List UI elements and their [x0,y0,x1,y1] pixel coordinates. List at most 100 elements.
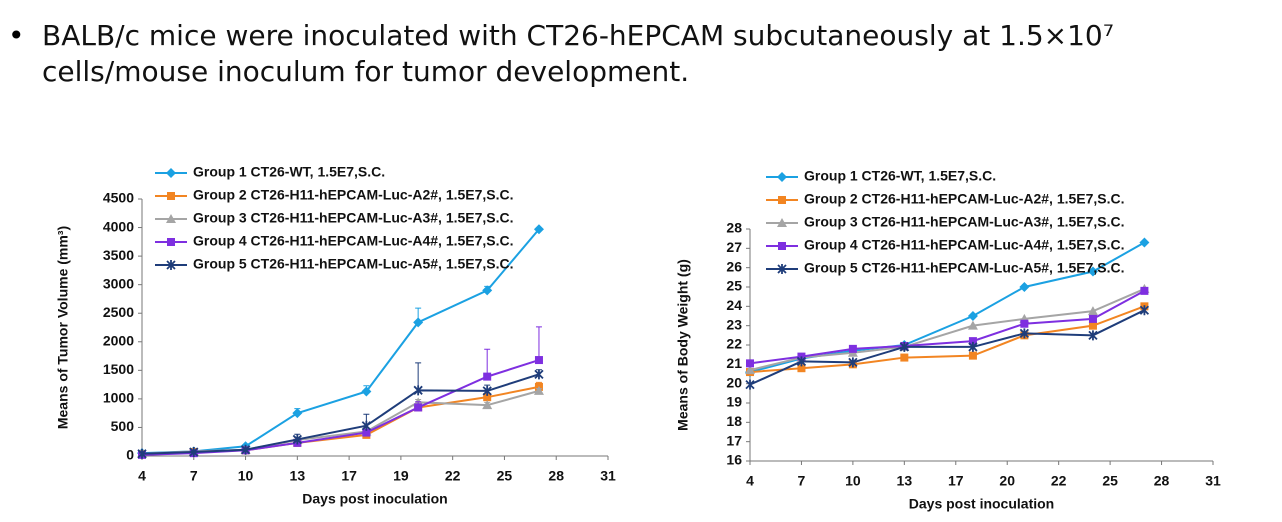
data-point [848,357,858,368]
data-point [1088,321,1097,330]
x-tick-label: 25 [1102,473,1118,489]
y-tick-label: 23 [726,316,742,332]
series-line [749,288,1145,372]
error-bar [484,348,491,377]
y-tick-label: 17 [726,432,742,448]
data-point [967,320,978,330]
y-tick-label: 500 [111,418,135,434]
x-tick-label: 17 [948,473,964,489]
data-point [533,385,544,395]
data-point [1019,328,1030,339]
data-point [482,400,493,410]
data-point [414,403,423,412]
legend-label: Group 1 CT26-WT, 1.5E7,S.C. [193,164,385,180]
data-point [745,379,755,390]
data-point [189,447,199,458]
x-tick-label: 4 [138,468,146,484]
data-point [361,386,372,397]
y-tick-label: 3000 [103,275,134,291]
series-line [749,309,1145,386]
data-point [292,434,302,445]
x-axis-label: Days post inoculation [302,491,447,507]
y-tick-label: 20 [726,374,742,390]
data-point [483,372,492,381]
data-point [746,359,754,368]
y-tick-label: 16 [726,452,742,468]
x-tick-label: 4 [746,473,754,489]
legend-marker [777,172,787,182]
legend-marker [167,192,175,200]
data-point [1019,282,1030,292]
data-point [796,356,807,367]
x-tick-label: 31 [1205,473,1221,489]
data-point [413,385,423,396]
x-tick-label: 13 [290,468,306,484]
legend-label: Group 4 CT26-H11-hEPCAM-Luc-A4#, 1.5E7,S… [804,237,1125,253]
data-point [483,393,492,402]
data-point [1088,330,1098,341]
legend-label: Group 1 CT26-WT, 1.5E7,S.C. [804,168,996,184]
legend-label: Group 4 CT26-H11-hEPCAM-Luc-A4#, 1.5E7,S… [193,233,514,249]
data-point [482,385,492,396]
legend-marker [777,264,787,274]
legend-marker [778,196,786,204]
data-point [361,420,372,431]
data-point [1139,237,1150,248]
data-point [968,341,978,352]
x-tick-label: 19 [393,468,409,484]
y-tick-label: 27 [726,239,742,255]
x-tick-label: 10 [845,473,861,489]
y-tick-label: 1000 [103,390,134,406]
legend-marker [166,168,176,178]
x-tick-label: 7 [190,468,198,484]
x-tick-label: 28 [548,468,564,484]
x-tick-label: 13 [897,473,913,489]
y-tick-label: 3500 [103,247,134,263]
data-point [797,364,806,373]
y-axis-label: Means of Tumor Volume (mm³) [55,226,71,429]
y-tick-label: 25 [726,278,742,294]
data-point [137,448,147,459]
series-line [141,373,540,455]
y-tick-label: 28 [726,220,742,236]
data-point [1139,305,1150,316]
legend-label: Group 5 CT26-H11-hEPCAM-Luc-A5#, 1.5E7,S… [804,260,1125,276]
x-tick-label: 20 [999,473,1015,489]
x-tick-label: 25 [497,468,513,484]
data-point [1088,314,1097,323]
x-tick-label: 7 [798,473,806,489]
x-tick-label: 17 [341,468,357,484]
series-line [141,385,540,456]
x-tick-label: 22 [1051,473,1067,489]
y-tick-label: 24 [726,297,742,313]
x-tick-label: 22 [445,468,461,484]
y-tick-label: 21 [726,355,742,371]
data-point [900,353,909,362]
caption: BALB/c mice were inoculated with CT26-hE… [42,19,1114,88]
y-tick-label: 2000 [103,332,134,348]
legend-marker [777,218,787,227]
data-point [413,317,424,328]
y-tick-label: 4500 [103,190,134,206]
data-point [968,337,977,346]
series-line [749,289,1145,365]
data-point [482,285,493,296]
data-point [362,428,371,437]
data-point [1020,319,1029,328]
bullet: • [8,19,25,52]
legend-marker [167,238,175,246]
legend-label: Group 3 CT26-H11-hEPCAM-Luc-A3#, 1.5E7,S… [193,210,514,226]
data-point [1140,286,1149,295]
y-tick-label: 0 [126,447,134,463]
x-tick-label: 31 [600,468,616,484]
y-tick-label: 18 [726,413,742,429]
data-point [534,369,544,380]
series-line [749,305,1145,374]
data-point [240,444,251,455]
y-tick-label: 1500 [103,361,134,377]
x-axis-label: Days post inoculation [909,496,1054,512]
data-point [533,224,544,235]
data-point [899,341,909,352]
data-point [745,365,755,375]
data-point [292,408,303,419]
